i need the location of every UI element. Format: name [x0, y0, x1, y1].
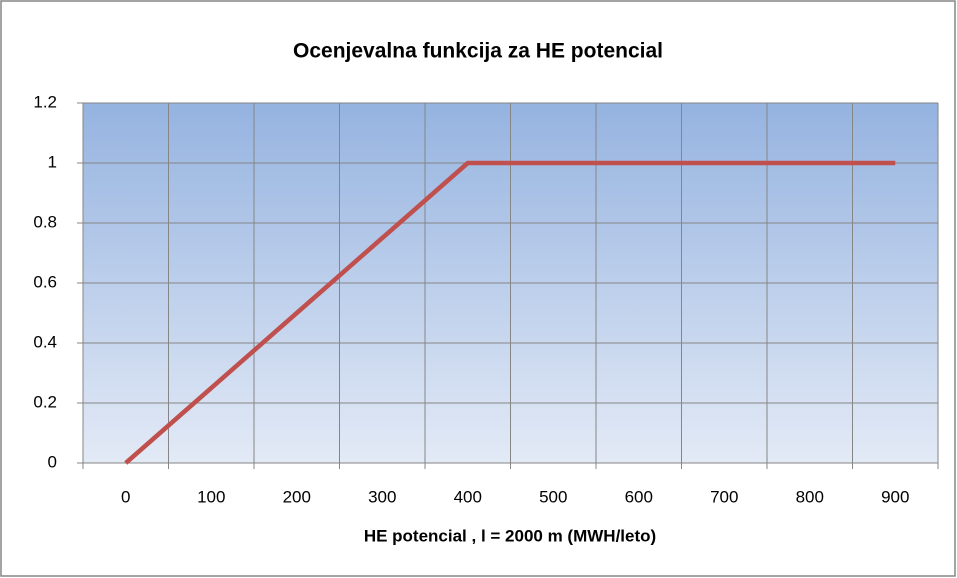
y-tick-label: 0.6 — [33, 272, 57, 291]
x-tick-label: 800 — [796, 487, 824, 506]
y-tick-label: 1.2 — [33, 92, 57, 111]
x-tick-label: 0 — [121, 487, 130, 506]
x-tick-label: 700 — [710, 487, 738, 506]
x-tick-label: 500 — [539, 487, 567, 506]
x-tick-label: 400 — [454, 487, 482, 506]
x-tick-label: 200 — [283, 487, 311, 506]
x-tick-label: 900 — [881, 487, 909, 506]
chart-title: Ocenjevalna funkcija za HE potencial — [293, 40, 663, 63]
y-tick-label: 0.8 — [33, 212, 57, 231]
x-axis-title: HE potencial , l = 2000 m (MWH/leto) — [364, 526, 656, 545]
y-tick-label: 0.2 — [33, 392, 57, 411]
series-line — [124, 160, 896, 465]
x-tick-label: 100 — [197, 487, 225, 506]
x-tick-label: 600 — [625, 487, 653, 506]
y-tick-label: 0.4 — [33, 332, 57, 351]
y-tick-label: 1 — [48, 152, 57, 171]
y-tick-label: 0 — [48, 452, 57, 471]
x-tick-label: 300 — [368, 487, 396, 506]
